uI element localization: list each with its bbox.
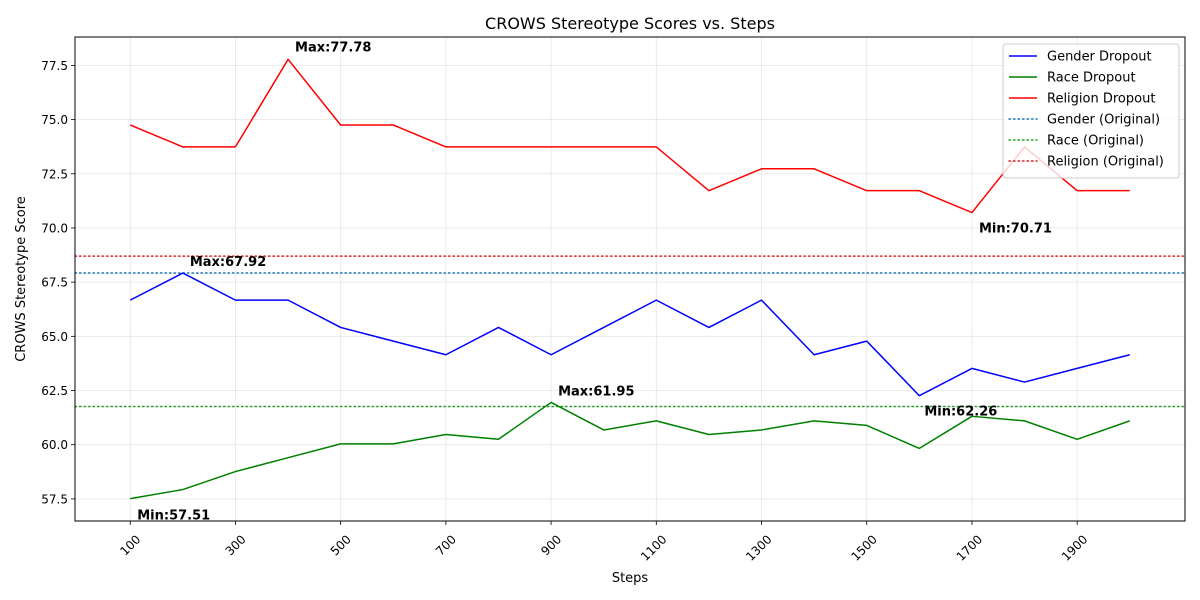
y-tick-label: 67.5 (41, 276, 68, 290)
y-tick-label: 77.5 (41, 59, 68, 73)
series-line (130, 401, 1131, 500)
legend-label: Race Dropout (1047, 71, 1136, 86)
y-tick-label: 70.0 (41, 221, 68, 235)
data-annotation: Min:62.26 (924, 405, 997, 420)
grid-layer (75, 37, 1185, 521)
y-tick-label: 60.0 (41, 438, 68, 452)
x-axis-label: Steps (612, 571, 649, 586)
plot-frame (74, 36, 1186, 522)
legend-label: Religion Dropout (1047, 92, 1155, 107)
y-tick-label: 57.5 (41, 492, 68, 506)
y-tick-label: 62.5 (41, 384, 68, 398)
legend-label: Gender (Original) (1047, 113, 1160, 128)
data-annotation: Max:61.95 (558, 384, 634, 399)
data-annotation: Min:70.71 (979, 222, 1052, 237)
legend-label: Race (Original) (1047, 134, 1144, 149)
data-annotation: Max:77.78 (295, 40, 371, 55)
legend-label: Gender Dropout (1047, 50, 1152, 65)
y-axis-label: CROWS Stereotype Score (14, 196, 29, 362)
series-line (129, 272, 1130, 397)
series-lines (129, 58, 1131, 500)
series-line (129, 58, 1130, 214)
data-annotation: Max:67.92 (190, 255, 266, 270)
annotations: Max:77.78 Min:70.71 Max:67.92 Min:62.26 Max:… (137, 40, 1052, 523)
y-tick-label: 75.0 (41, 113, 68, 127)
chart-title: CROWS Stereotype Scores vs. Steps (485, 14, 775, 33)
reference-lines (74, 255, 1186, 408)
y-tick-label: 65.0 (41, 330, 68, 344)
legend-box (1002, 43, 1180, 179)
legend-label: Religion (Original) (1047, 155, 1164, 170)
data-annotation: Min:57.51 (137, 509, 210, 524)
legend: Gender Dropout Race Dropout Religion Dropo… (1002, 43, 1180, 179)
y-tick-label: 72.5 (41, 167, 68, 181)
